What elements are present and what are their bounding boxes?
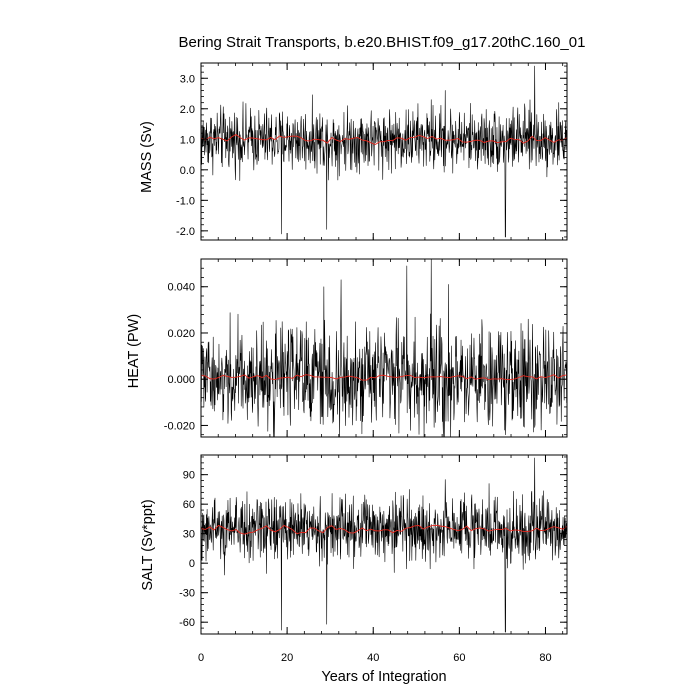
mass-y-tick-label: 1.0 xyxy=(180,134,195,146)
heat-annual-mean-series xyxy=(200,374,568,381)
mass-y-tick-label: 3.0 xyxy=(180,73,195,85)
salt-plot-frame xyxy=(200,454,568,635)
salt-y-tick-label: 30 xyxy=(183,529,195,541)
salt-monthly-series xyxy=(200,457,568,633)
x-axis-label: Years of Integration xyxy=(321,669,446,685)
salt-x-tick-label: 80 xyxy=(539,652,551,664)
salt-y-tick-label: 0 xyxy=(189,558,195,570)
heat-y-axis-label: HEAT (PW) xyxy=(126,314,142,388)
heat-panel: HEAT (PW) -0.020 0.000 0.020 0.040 xyxy=(126,258,568,438)
salt-x-tick-label: 0 xyxy=(198,652,204,664)
mass-panel: MASS (Sv) -2.0 -1.0 0.0 1.0 2.0 3.0 xyxy=(139,62,568,241)
salt-panel: SALT (Sv*ppt) -60 -30 0 30 60 90 0 20 40 60 80 xyxy=(140,454,568,664)
salt-annual-mean-series xyxy=(200,524,568,535)
salt-x-tick-label: 60 xyxy=(453,652,465,664)
heat-y-tick-label: 0.020 xyxy=(167,328,195,340)
heat-y-tick-label: -0.020 xyxy=(164,420,195,432)
mass-y-axis-label: MASS (Sv) xyxy=(139,121,155,193)
mass-y-tick-label: 2.0 xyxy=(180,104,195,116)
salt-y-tick-label: 90 xyxy=(183,470,195,482)
salt-y-axis-label: SALT (Sv*ppt) xyxy=(140,499,156,590)
salt-y-tick-label: 60 xyxy=(183,499,195,511)
mass-monthly-series xyxy=(200,65,568,238)
salt-y-tick-label: -60 xyxy=(179,617,195,629)
heat-plot-frame xyxy=(200,258,568,438)
heat-y-tick-label: 0.000 xyxy=(167,374,195,386)
mass-y-tick-label: -1.0 xyxy=(176,195,195,207)
mass-y-tick-label: -2.0 xyxy=(176,226,195,238)
chart-title: Bering Strait Transports, b.e20.BHIST.f0… xyxy=(179,34,586,51)
mass-annual-mean-series xyxy=(200,134,568,145)
heat-monthly-series xyxy=(200,258,568,438)
heat-y-tick-label: 0.040 xyxy=(167,282,195,294)
salt-x-tick-label: 20 xyxy=(281,652,293,664)
salt-x-tick-label: 40 xyxy=(367,652,379,664)
mass-y-tick-label: 0.0 xyxy=(180,165,195,177)
salt-y-tick-label: -30 xyxy=(179,588,195,600)
